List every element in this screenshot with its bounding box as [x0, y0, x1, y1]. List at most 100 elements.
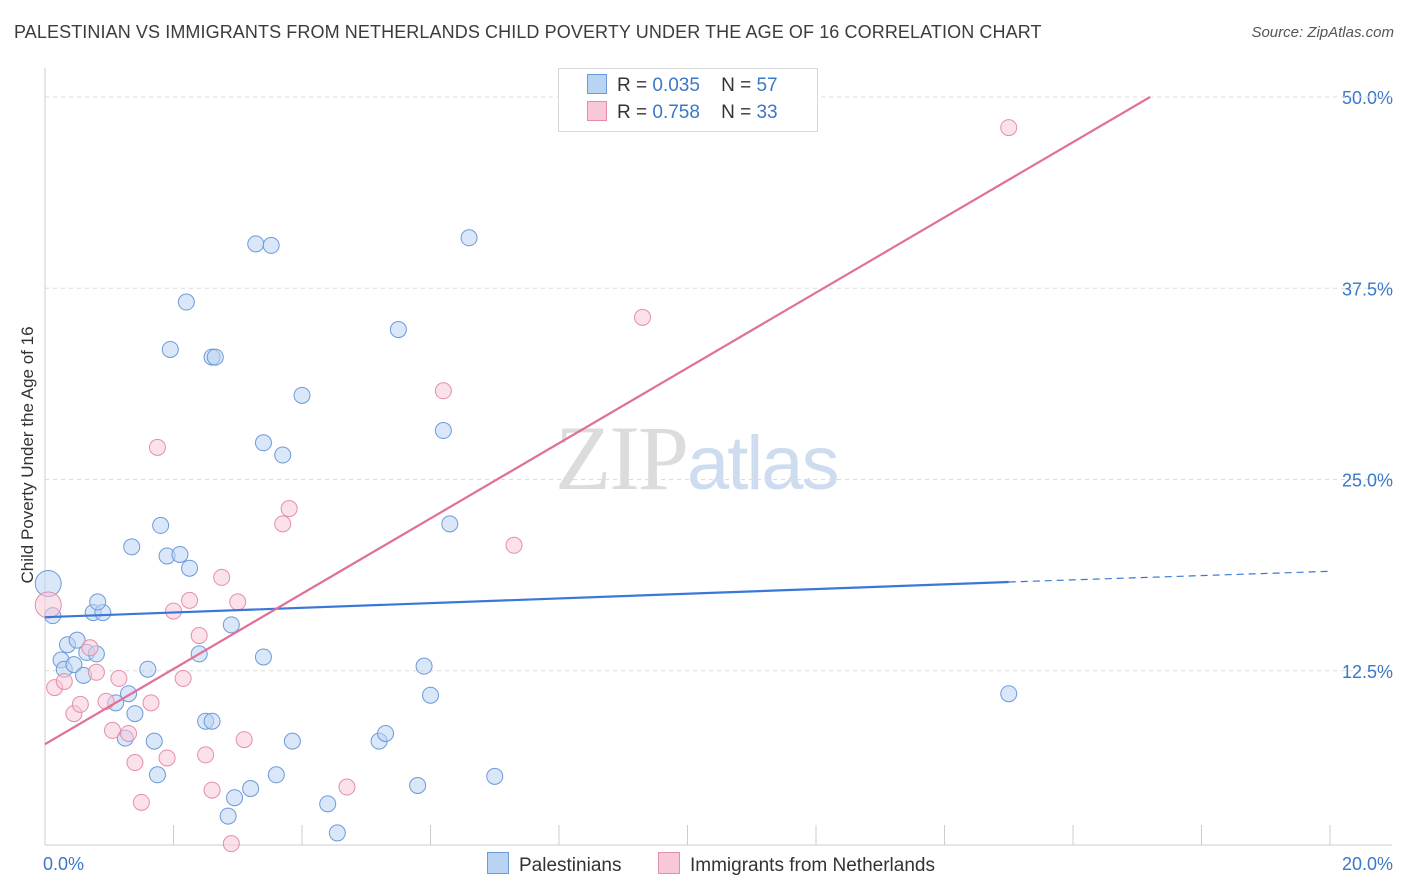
palestinian-point [486, 767, 504, 785]
watermark-zip: ZIP [555, 407, 689, 509]
palestinian-point [161, 340, 179, 358]
palestinian-point [328, 824, 346, 842]
palestinian-point [222, 616, 240, 634]
palestinian-point [267, 766, 285, 784]
palestinian-point [206, 348, 224, 366]
palestinian-point [254, 434, 272, 452]
palestinian-point [434, 422, 452, 440]
y-tick-label: 37.5% [1342, 279, 1393, 299]
palestinian-point [145, 732, 163, 750]
netherlands-point [280, 500, 298, 518]
palestinian-point [409, 777, 427, 794]
netherlands-point [229, 593, 247, 611]
stats-legend: R = 0.035 N = 57 R = 0.758 N = 33 [558, 68, 818, 132]
palestinian-point [65, 656, 83, 674]
palestinian-point [68, 631, 86, 649]
netherlands-point [274, 515, 292, 533]
y-axis-label: Child Poverty Under the Age of 16 [18, 326, 37, 584]
y-tick-label: 50.0% [1342, 88, 1393, 108]
netherlands-point [34, 591, 62, 619]
bottom-legend-label-netherlands: Immigrants from Netherlands [690, 855, 935, 876]
watermark-atlas: atlas [687, 421, 840, 506]
palestinian-point [181, 559, 199, 577]
netherlands-point [222, 835, 240, 853]
palestinian-point [293, 386, 311, 404]
netherlands-point [148, 438, 166, 456]
netherlands-point [132, 793, 150, 811]
netherlands-point [165, 602, 182, 620]
legend-n-value-netherlands: 33 [756, 102, 778, 123]
netherlands-point [338, 778, 356, 796]
palestinian-point [89, 593, 107, 611]
palestinian-point [139, 660, 157, 678]
netherlands-point [120, 724, 138, 742]
bottom-legend-swatch-netherlands [658, 852, 680, 874]
netherlands-point [235, 731, 253, 749]
palestinian-point [123, 538, 141, 556]
palestinian-point [203, 712, 221, 730]
netherlands-point [1000, 119, 1018, 137]
palestinian-point [226, 789, 244, 807]
palestinian-point [422, 686, 439, 704]
legend-n-label: N = [721, 102, 752, 123]
x-tick-label: 20.0% [1342, 854, 1393, 874]
legend-n-value-palestinians: 57 [756, 75, 778, 96]
source-label: Source: ZipAtlas.com [1251, 24, 1394, 41]
palestinian-point [254, 648, 272, 666]
chart-title: PALESTINIAN VS IMMIGRANTS FROM NETHERLAN… [14, 22, 1042, 42]
netherlands-point [190, 627, 208, 645]
palestinian-point [274, 446, 292, 464]
netherlands-point [142, 694, 160, 712]
bottom-legend-label-palestinians: Palestinians [519, 855, 622, 876]
legend-row-palestinians: R = 0.035 N = 57 [587, 74, 778, 100]
netherlands-point [174, 669, 192, 687]
netherlands-point [203, 781, 221, 799]
netherlands-trend-line [44, 96, 1151, 746]
netherlands-point [103, 721, 121, 739]
bottom-legend-swatch-palestinians [487, 852, 509, 874]
netherlands-point [97, 692, 115, 710]
palestinian-trend-line [44, 580, 1009, 619]
palestinian-point [262, 236, 280, 254]
legend-r-label: R = [617, 75, 648, 96]
palestinian-point [441, 515, 459, 533]
palestinian-point [247, 235, 265, 253]
netherlands-point [55, 672, 73, 690]
palestinian-point [377, 724, 395, 742]
palestinian-point [177, 293, 195, 311]
legend-swatch-netherlands [587, 101, 607, 121]
legend-swatch-palestinians [587, 74, 607, 94]
palestinian-trend-extension [1008, 570, 1331, 583]
palestinian-point [283, 732, 301, 750]
y-tick-label: 12.5% [1342, 662, 1393, 682]
palestinian-point [242, 780, 260, 798]
palestinian-point [171, 545, 189, 563]
netherlands-point [213, 568, 231, 586]
netherlands-point [81, 639, 99, 657]
netherlands-point [634, 308, 652, 326]
palestinian-point [148, 766, 166, 784]
netherlands-point [126, 754, 144, 772]
netherlands-point [158, 749, 176, 767]
x-tick-label: 0.0% [43, 854, 84, 874]
netherlands-point [87, 663, 105, 681]
netherlands-point [71, 695, 89, 713]
legend-row-netherlands: R = 0.758 N = 33 [587, 101, 778, 127]
netherlands-point [197, 746, 215, 764]
legend-n-label: N = [721, 75, 752, 96]
bottom-legend-palestinians: Palestinians [487, 852, 621, 877]
palestinian-point [152, 516, 170, 534]
legend-r-value-palestinians: 0.035 [652, 75, 700, 96]
palestinian-point [460, 229, 478, 247]
legend-r-label: R = [617, 102, 648, 123]
palestinian-point [126, 705, 144, 723]
palestinian-point [389, 321, 407, 339]
watermark: ZIPatlas [555, 405, 840, 511]
palestinian-point [415, 657, 433, 675]
palestinian-point [219, 807, 237, 825]
netherlands-point [434, 382, 452, 400]
y-tick-label: 25.0% [1342, 471, 1393, 491]
bottom-legend-netherlands: Immigrants from Netherlands [658, 852, 935, 877]
palestinian-point [1000, 685, 1018, 703]
